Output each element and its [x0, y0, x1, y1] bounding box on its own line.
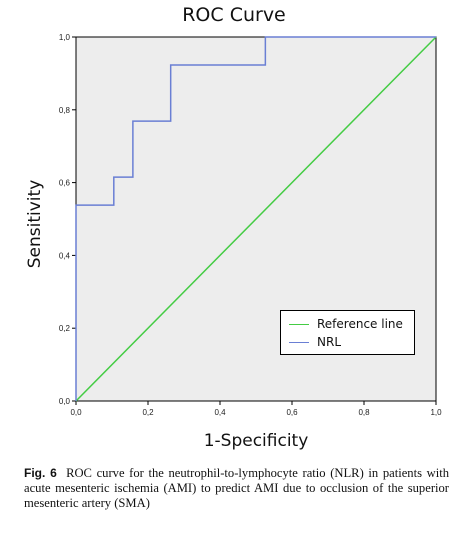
y-axis-ticks: 0,0 0,2 0,4 0,6 0,8 1,0: [59, 33, 76, 406]
y-axis-label: Sensitivity: [25, 180, 45, 269]
chart-title: ROC Curve: [182, 4, 286, 26]
reference-line: [75, 36, 437, 402]
y-tick-label: 0,2: [59, 324, 71, 333]
x-axis-ticks: 0,0 0,2 0,4 0,6 0,8 1,0: [70, 401, 442, 417]
nrl-roc-line: [75, 36, 436, 401]
x-tick-label: 0,6: [286, 408, 298, 417]
legend-item-reference: Reference line: [289, 316, 403, 332]
legend-swatch-nrl: [289, 341, 309, 343]
series-layer: [75, 36, 437, 402]
x-axis-label: 1-Specificity: [204, 431, 309, 451]
legend-swatch-reference: [289, 323, 309, 325]
x-tick-label: 0,8: [358, 408, 370, 417]
x-tick-label: 1,0: [430, 408, 442, 417]
legend-label-nrl: NRL: [317, 335, 341, 349]
y-tick-label: 0,4: [59, 251, 71, 260]
y-tick-label: 0,6: [59, 179, 71, 188]
x-tick-label: 0,4: [214, 408, 226, 417]
x-tick-label: 0,0: [70, 408, 82, 417]
figure-caption: Fig. 6 ROC curve for the neutrophil-to-l…: [24, 466, 449, 511]
y-tick-label: 0,8: [59, 106, 71, 115]
roc-chart: 0,0 0,2 0,4 0,6 0,8 1,0 0,0 0,2 0,4 0,6 0,8 1,0 Se…: [25, 33, 442, 451]
legend-item-nrl: NRL: [289, 334, 341, 350]
x-tick-label: 0,2: [142, 408, 154, 417]
caption-label: Fig. 6: [24, 466, 57, 480]
legend: Reference line NRL: [280, 310, 415, 355]
y-tick-label: 1,0: [59, 33, 71, 42]
y-tick-label: 0,0: [59, 397, 71, 406]
legend-label-reference: Reference line: [317, 317, 403, 331]
caption-text: ROC curve for the neutrophil-to-lymphocy…: [24, 466, 449, 510]
